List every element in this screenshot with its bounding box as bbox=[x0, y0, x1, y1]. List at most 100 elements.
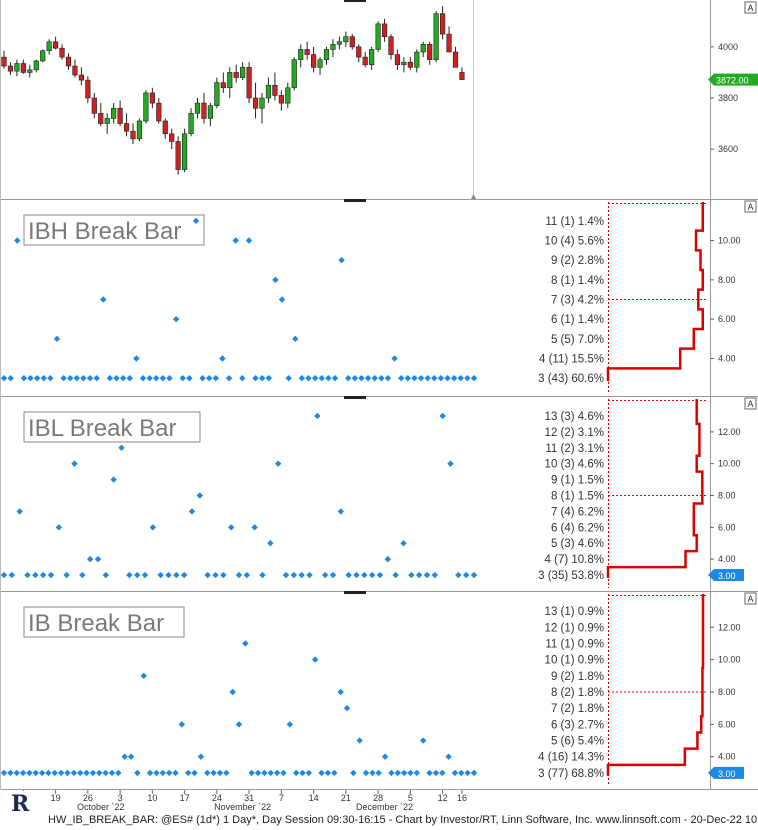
data-point bbox=[299, 769, 306, 777]
data-point bbox=[66, 374, 74, 382]
data-point bbox=[362, 769, 370, 777]
y-tick-label: 3800 bbox=[718, 93, 738, 103]
y-tick-label: 4.00 bbox=[718, 752, 736, 762]
candle-body bbox=[156, 102, 162, 122]
data-point bbox=[57, 769, 65, 777]
data-point bbox=[251, 524, 258, 531]
candle-body bbox=[240, 67, 246, 78]
candle-body bbox=[227, 72, 233, 89]
data-point bbox=[232, 237, 239, 244]
month-label: November `22 bbox=[214, 802, 271, 812]
data-point bbox=[227, 524, 235, 531]
candle-body bbox=[169, 133, 175, 142]
data-point bbox=[139, 374, 147, 382]
data-point bbox=[404, 374, 412, 382]
data-point bbox=[102, 769, 109, 777]
data-point bbox=[45, 769, 52, 777]
data-point bbox=[364, 374, 372, 382]
panel-title: IBL Break Bar bbox=[28, 415, 177, 442]
candle-body bbox=[130, 130, 136, 140]
data-point bbox=[451, 769, 459, 777]
panel-badge-label: A bbox=[747, 202, 753, 212]
footer-caption: HW_IB_BREAK_BAR: @ES# (1d*) 1 Day*, Day … bbox=[48, 814, 758, 826]
candle-body bbox=[1, 56, 7, 67]
data-point bbox=[204, 769, 211, 777]
candle-body bbox=[149, 92, 155, 104]
data-point bbox=[192, 217, 200, 225]
data-point bbox=[51, 769, 59, 777]
last-price-label: 3872.00 bbox=[716, 76, 749, 86]
data-point bbox=[153, 769, 160, 777]
data-point bbox=[470, 571, 478, 579]
data-point bbox=[423, 571, 431, 579]
candle-body bbox=[323, 49, 330, 60]
y-tick-label: 8.00 bbox=[718, 687, 736, 697]
month-label: October `22 bbox=[77, 802, 125, 812]
data-point bbox=[321, 571, 329, 579]
y-tick-label: 10.00 bbox=[718, 236, 741, 246]
data-point bbox=[118, 444, 125, 451]
panel-title-box bbox=[23, 214, 205, 246]
data-point bbox=[191, 769, 198, 777]
data-point bbox=[53, 335, 61, 343]
data-point bbox=[39, 571, 47, 579]
data-point bbox=[64, 769, 71, 777]
data-point bbox=[345, 374, 352, 382]
level-stat-label: 3 (43) 60.6% bbox=[538, 373, 604, 385]
x-tick-label: 7 bbox=[279, 793, 284, 803]
x-tick-label: 10 bbox=[147, 793, 157, 803]
data-point bbox=[298, 374, 306, 382]
month-label: December `22 bbox=[356, 802, 413, 812]
level-stat-label: 8 (2) 1.8% bbox=[551, 687, 604, 699]
data-point bbox=[126, 571, 133, 579]
data-point bbox=[146, 374, 153, 382]
data-point bbox=[274, 460, 282, 467]
data-point bbox=[431, 374, 438, 382]
data-point bbox=[79, 571, 86, 579]
y-tick-label: 4000 bbox=[718, 42, 738, 52]
y-tick-label: 10.00 bbox=[718, 655, 741, 665]
data-point bbox=[180, 571, 188, 579]
data-point bbox=[245, 237, 253, 244]
data-point bbox=[426, 769, 433, 777]
data-point bbox=[73, 374, 81, 382]
level-stat-label: 5 (6) 5.4% bbox=[551, 736, 604, 748]
candle-body bbox=[111, 107, 117, 119]
data-point bbox=[212, 374, 220, 382]
candle-body bbox=[310, 54, 317, 68]
distribution-profile bbox=[606, 399, 704, 579]
data-point bbox=[159, 374, 167, 382]
data-point bbox=[285, 374, 292, 382]
candle-body bbox=[214, 82, 220, 106]
data-point bbox=[331, 769, 338, 777]
data-point bbox=[13, 769, 20, 777]
data-point bbox=[413, 769, 421, 777]
candle-body bbox=[427, 44, 433, 60]
data-point bbox=[33, 374, 41, 382]
level-stat-label: 6 (4) 6.2% bbox=[551, 522, 604, 534]
data-point bbox=[184, 769, 192, 777]
data-point bbox=[378, 374, 385, 382]
data-point bbox=[83, 769, 90, 777]
data-point bbox=[93, 374, 100, 382]
candle-body bbox=[59, 47, 65, 58]
data-point bbox=[431, 571, 439, 579]
data-point bbox=[0, 769, 8, 777]
data-point bbox=[127, 753, 135, 760]
data-point bbox=[165, 571, 172, 579]
candle-body bbox=[40, 50, 46, 62]
data-point bbox=[384, 374, 392, 382]
candle-body bbox=[207, 105, 214, 119]
candle-body bbox=[343, 36, 349, 43]
data-point bbox=[26, 769, 33, 777]
data-point bbox=[149, 524, 157, 531]
candle-body bbox=[317, 59, 323, 68]
data-point bbox=[199, 374, 206, 382]
data-point bbox=[392, 571, 399, 579]
data-point bbox=[239, 374, 246, 382]
data-point bbox=[358, 374, 365, 382]
data-point bbox=[216, 769, 224, 777]
data-point bbox=[318, 769, 325, 777]
candle-body bbox=[27, 69, 33, 73]
candle-body bbox=[143, 92, 149, 122]
